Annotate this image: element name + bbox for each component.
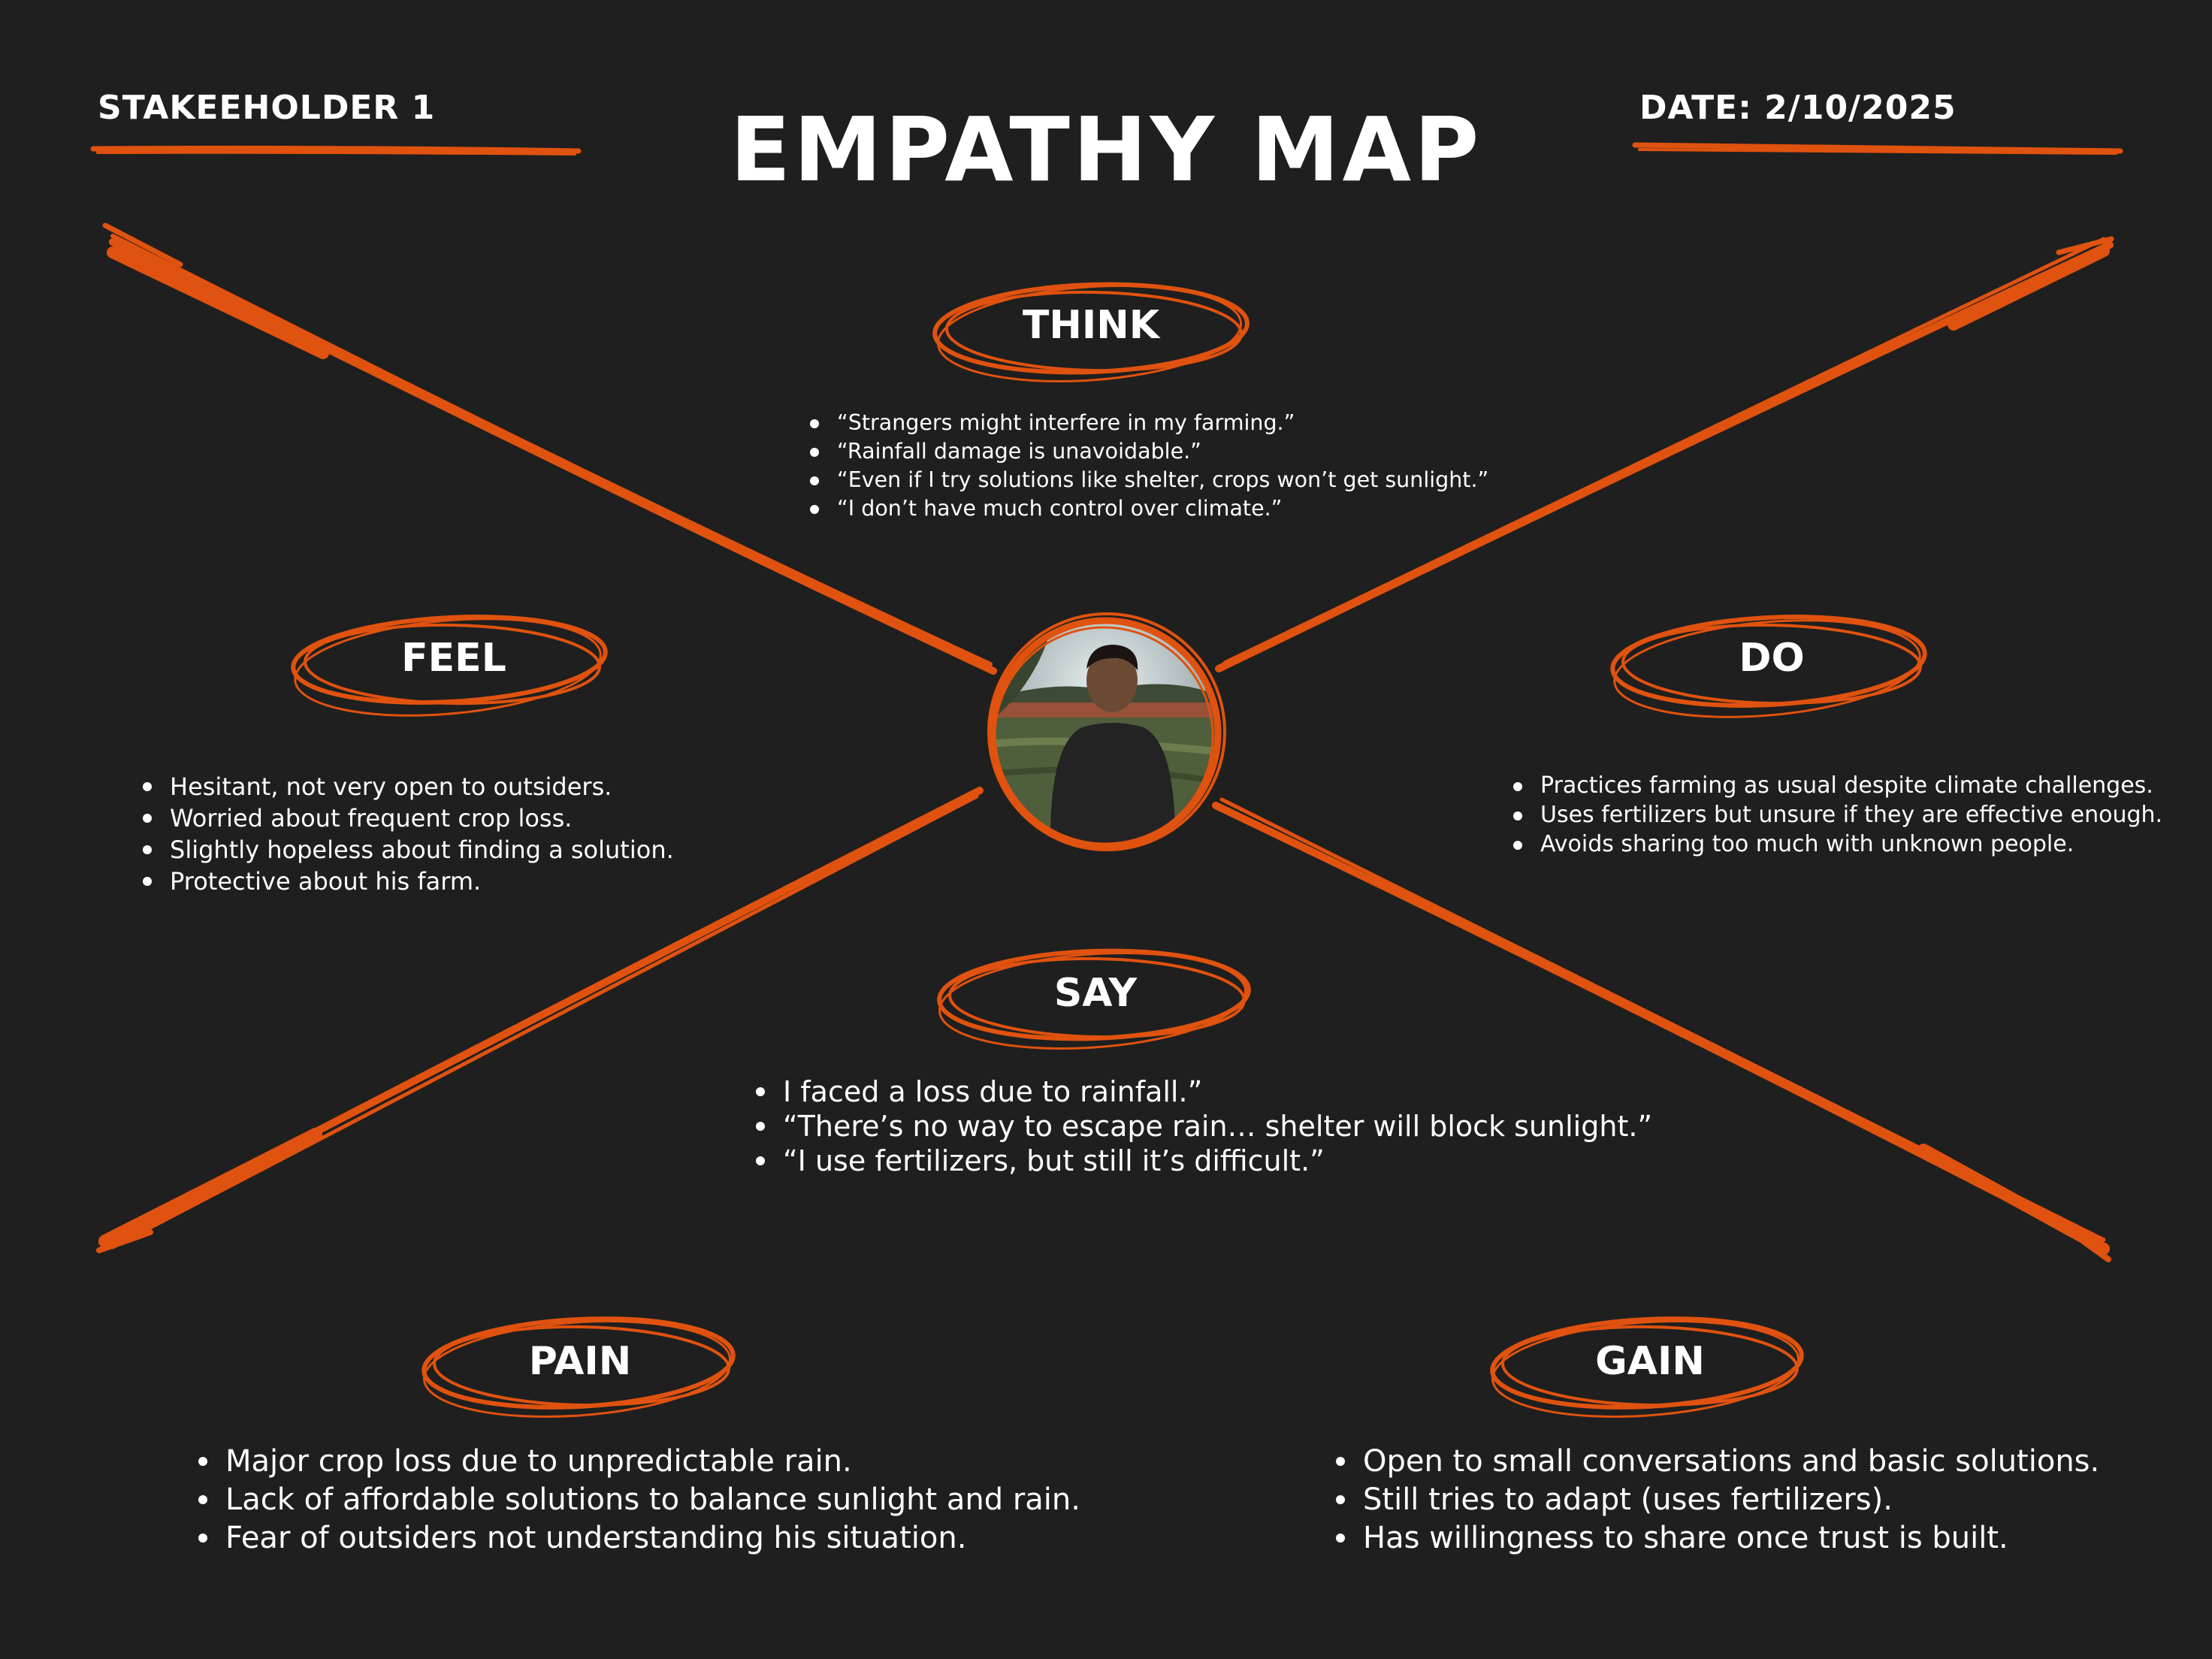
diagonal-top-right [1215,236,2114,672]
stakeholder-label: STAKEEHOLDER 1 [98,89,436,127]
feel-list: Hesitant, not very open to outsiders. Wo… [137,771,674,897]
list-item: Fear of outsiders not understanding his … [198,1519,1080,1558]
list-item: Worried about frequent crop loss. [143,802,674,834]
feel-label: FEEL [401,636,506,681]
avatar [987,612,1226,851]
list-item: “Strangers might interfere in my farming… [809,409,1488,437]
gain-list: Open to small conversations and basic so… [1330,1443,2099,1558]
list-item: Slightly hopeless about finding a soluti… [143,836,674,864]
think-list: “Strangers might interfere in my farming… [804,409,1488,523]
stakeholder-underline [90,145,582,156]
list-item: Uses fertilizers but unsure if they are … [1512,802,2163,828]
pain-list: Major crop loss due to unpredictable rai… [192,1443,1080,1558]
list-item: Hesitant, not very open to outsiders. [143,771,674,802]
think-label: THINK [1022,303,1160,348]
list-item: Lack of affordable solutions to balance … [198,1481,1080,1519]
pain-label: PAIN [528,1339,632,1384]
do-list: Practices farming as usual despite clima… [1507,771,2162,859]
list-item: Protective about his farm. [143,866,674,897]
diagonal-bottom-left [96,787,984,1253]
feel-oval [291,615,608,717]
diagonal-bottom-right [1212,797,2111,1262]
date-label: DATE: 2/10/2025 [1639,89,1957,127]
list-item: Has willingness to share once trust is b… [1335,1519,2099,1558]
list-item: “I use fertilizers, but still it’s diffi… [755,1144,1652,1178]
say-list: I faced a loss due to rainfall.” “There’… [750,1074,1652,1178]
list-item: “There’s no way to escape rain… shelter … [755,1110,1653,1143]
list-item: Avoids sharing too much with unknown peo… [1512,830,2162,859]
list-item: Practices farming as usual despite clima… [1512,771,2162,800]
say-oval [937,948,1251,1050]
do-label: DO [1739,636,1805,681]
date-underline [1632,142,2123,155]
list-item: “Rainfall damage is unavoidable.” [809,437,1488,466]
pain-oval [422,1316,736,1418]
gain-label: GAIN [1595,1339,1705,1384]
list-item: “I don’t have much control over climate.… [809,494,1488,523]
list-item: “Even if I try solutions like shelter, c… [809,466,1488,494]
list-item: I faced a loss due to rainfall.” [755,1074,1652,1109]
page-title: EMPATHY MAP [730,98,1482,201]
gain-oval [1490,1316,1804,1418]
list-item: Open to small conversations and basic so… [1335,1443,2099,1481]
diagonal-top-left [102,222,997,675]
say-label: SAY [1053,971,1138,1016]
list-item: Major crop loss due to unpredictable rai… [198,1443,1080,1481]
list-item: Still tries to adapt (uses fertilizers). [1335,1481,2099,1519]
think-oval [932,282,1250,382]
do-oval [1610,615,1927,718]
